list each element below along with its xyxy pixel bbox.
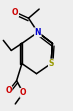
Text: S: S	[48, 59, 54, 68]
Text: N: N	[35, 28, 41, 37]
Text: O: O	[20, 88, 26, 97]
Text: O: O	[5, 86, 12, 95]
Text: O: O	[12, 8, 19, 17]
